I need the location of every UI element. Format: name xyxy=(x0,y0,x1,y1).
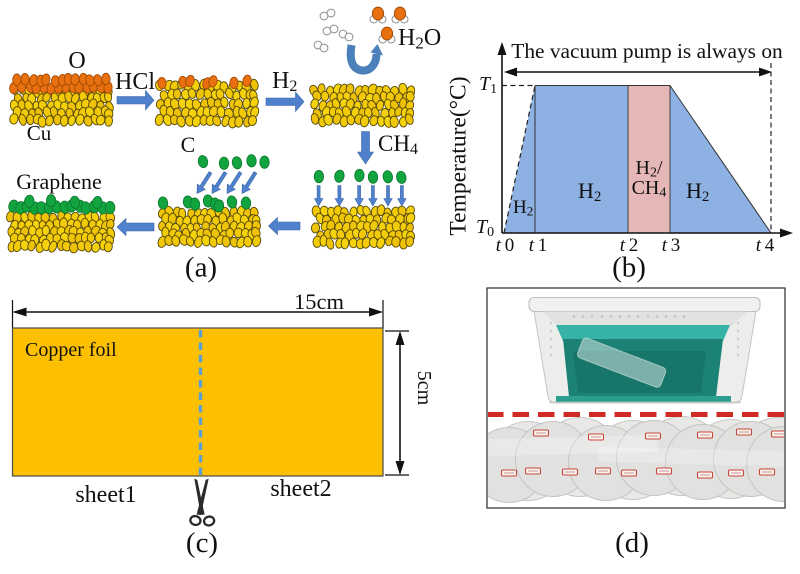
svg-text:(a): (a) xyxy=(185,252,217,284)
svg-text:Graphene: Graphene xyxy=(16,169,102,194)
svg-text:t 0: t 0 xyxy=(496,235,515,256)
svg-text:Temperature(°C): Temperature(°C) xyxy=(446,76,472,235)
svg-text:15cm: 15cm xyxy=(294,289,344,314)
svg-text:t 3: t 3 xyxy=(662,235,681,256)
svg-text:(b): (b) xyxy=(612,252,646,284)
svg-text:O: O xyxy=(68,48,85,74)
svg-text:The vacuum pump is always on: The vacuum pump is always on xyxy=(511,39,783,63)
svg-text:sheet2: sheet2 xyxy=(270,476,331,502)
svg-text:(c): (c) xyxy=(186,527,218,559)
svg-text:t 4: t 4 xyxy=(756,235,775,256)
svg-text:HCl: HCl xyxy=(115,69,155,95)
svg-text:(d): (d) xyxy=(615,527,649,559)
svg-text:Cu: Cu xyxy=(27,121,52,145)
svg-text:sheet1: sheet1 xyxy=(75,482,136,508)
svg-text:5cm: 5cm xyxy=(413,371,435,406)
svg-text:Copper foil: Copper foil xyxy=(25,339,117,361)
svg-text:t 1: t 1 xyxy=(529,235,548,256)
svg-text:C: C xyxy=(181,132,196,157)
